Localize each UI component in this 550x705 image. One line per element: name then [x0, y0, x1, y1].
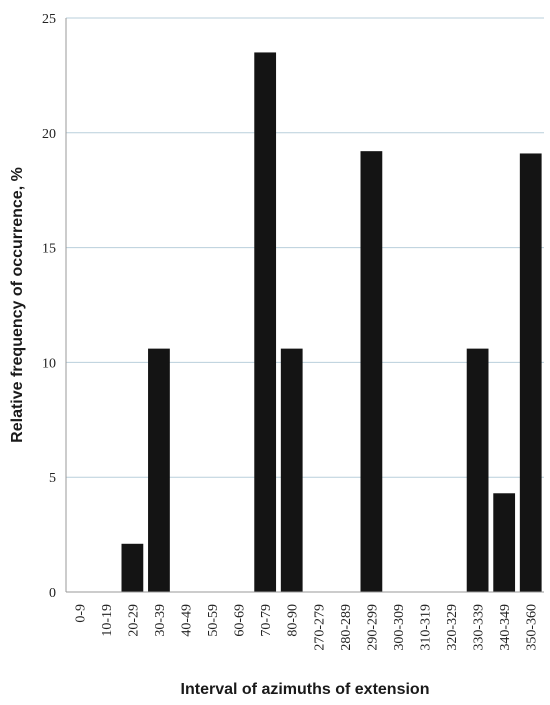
x-tick-label: 270-279 — [312, 604, 327, 651]
x-tick-label: 300-309 — [392, 604, 407, 651]
bar-290-299 — [360, 151, 383, 592]
x-tick-label: 280-289 — [339, 604, 354, 651]
bar-70-79 — [254, 52, 277, 592]
bar-330-339 — [466, 348, 489, 592]
y-tick-label: 10 — [42, 356, 56, 371]
x-tick-label: 30-39 — [153, 604, 168, 637]
y-axis-title: Relative frequency of occurrence, % — [9, 167, 26, 443]
y-tick-label: 20 — [42, 127, 56, 142]
bar-350-360 — [519, 153, 542, 593]
x-axis-title: Interval of azimuths of extension — [181, 681, 430, 698]
x-tick-label: 40-49 — [180, 604, 195, 637]
x-tick-label: 320-329 — [445, 604, 460, 651]
bar-340-349 — [493, 493, 516, 592]
x-tick-label: 330-339 — [472, 604, 487, 651]
x-tick-labels: 0-9 10-19 20-29 30-39 40-49 50-59 60-69 70-79 80… — [73, 604, 539, 651]
x-tick-label: 0-9 — [73, 604, 88, 623]
bar-30-39 — [148, 348, 170, 592]
y-tick-labels: 0 5 10 15 20 25 — [42, 12, 56, 601]
x-tick-label: 50-59 — [206, 604, 221, 637]
x-tick-label: 290-299 — [365, 604, 380, 651]
bar-20-29 — [121, 543, 144, 592]
bars — [121, 52, 542, 593]
x-tick-label: 10-19 — [100, 604, 115, 637]
x-tick-label: 350-360 — [525, 604, 540, 651]
grid-lines — [66, 17, 544, 478]
x-tick-label: 80-90 — [286, 604, 301, 637]
x-tick-label: 60-69 — [233, 604, 248, 637]
bar-80-90 — [280, 348, 303, 592]
y-tick-label: 25 — [42, 12, 56, 27]
x-tick-label: 20-29 — [126, 604, 141, 637]
y-tick-label: 0 — [49, 586, 56, 601]
x-tick-label: 310-319 — [419, 604, 434, 651]
x-tick-label: 340-349 — [498, 604, 513, 651]
y-tick-label: 15 — [42, 242, 56, 257]
x-tick-label: 70-79 — [259, 604, 274, 637]
y-tick-label: 5 — [49, 471, 56, 486]
